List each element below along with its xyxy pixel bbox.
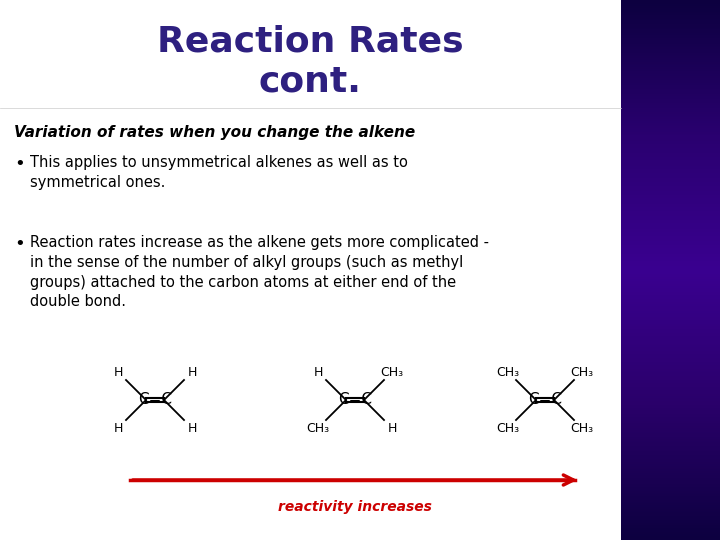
Text: CH₃: CH₃	[307, 422, 330, 435]
Text: H: H	[387, 422, 397, 435]
Text: H: H	[113, 366, 122, 379]
Text: •: •	[14, 235, 24, 253]
Text: Variation of rates when you change the alkene: Variation of rates when you change the a…	[14, 125, 415, 140]
Text: cont.: cont.	[258, 65, 361, 99]
Text: C=C: C=C	[338, 393, 372, 408]
Text: Reaction Rates: Reaction Rates	[157, 25, 463, 59]
Text: H: H	[313, 366, 323, 379]
Text: CH₃: CH₃	[570, 366, 593, 379]
Text: •: •	[14, 155, 24, 173]
Text: H: H	[113, 422, 122, 435]
Text: reactivity increases: reactivity increases	[278, 500, 432, 514]
Text: CH₃: CH₃	[496, 366, 520, 379]
Text: This applies to unsymmetrical alkenes as well as to
symmetrical ones.: This applies to unsymmetrical alkenes as…	[30, 155, 408, 190]
Text: H: H	[187, 422, 197, 435]
Text: Reaction rates increase as the alkene gets more complicated -
in the sense of th: Reaction rates increase as the alkene ge…	[30, 235, 489, 309]
Text: CH₃: CH₃	[570, 422, 593, 435]
Text: C=C: C=C	[138, 393, 172, 408]
Text: H: H	[187, 366, 197, 379]
Text: C=C: C=C	[528, 393, 562, 408]
Text: CH₃: CH₃	[496, 422, 520, 435]
Text: CH₃: CH₃	[380, 366, 404, 379]
